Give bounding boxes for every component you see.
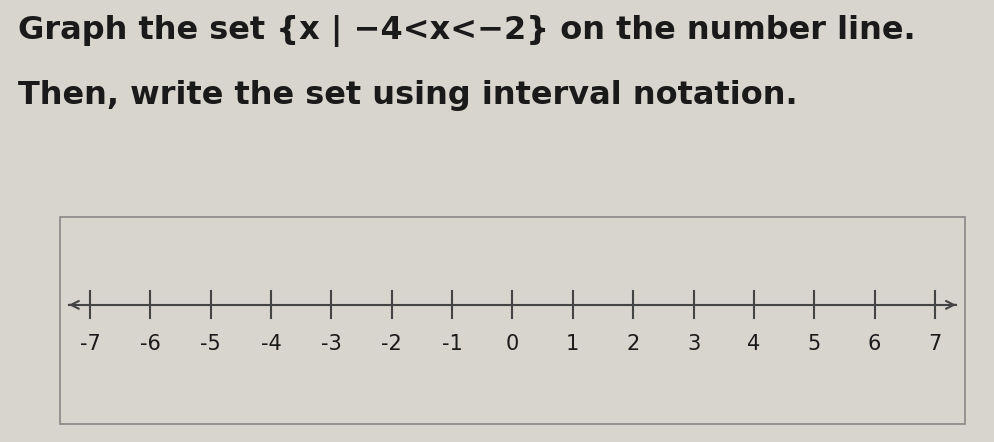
Text: 0: 0 — [505, 334, 519, 354]
Text: -4: -4 — [260, 334, 281, 354]
Text: -2: -2 — [381, 334, 402, 354]
Text: -5: -5 — [200, 334, 221, 354]
Text: Graph the set {x | −4<x<−2} on the number line.: Graph the set {x | −4<x<−2} on the numbe… — [18, 15, 914, 47]
Text: 7: 7 — [927, 334, 940, 354]
Text: 6: 6 — [867, 334, 881, 354]
Text: -1: -1 — [441, 334, 462, 354]
Text: 2: 2 — [626, 334, 639, 354]
Text: -3: -3 — [321, 334, 341, 354]
Text: 4: 4 — [746, 334, 759, 354]
Text: Then, write the set using interval notation.: Then, write the set using interval notat… — [18, 80, 797, 110]
Text: 1: 1 — [566, 334, 579, 354]
Text: -7: -7 — [80, 334, 100, 354]
Text: 5: 5 — [807, 334, 820, 354]
Text: 3: 3 — [686, 334, 700, 354]
Text: -6: -6 — [140, 334, 160, 354]
